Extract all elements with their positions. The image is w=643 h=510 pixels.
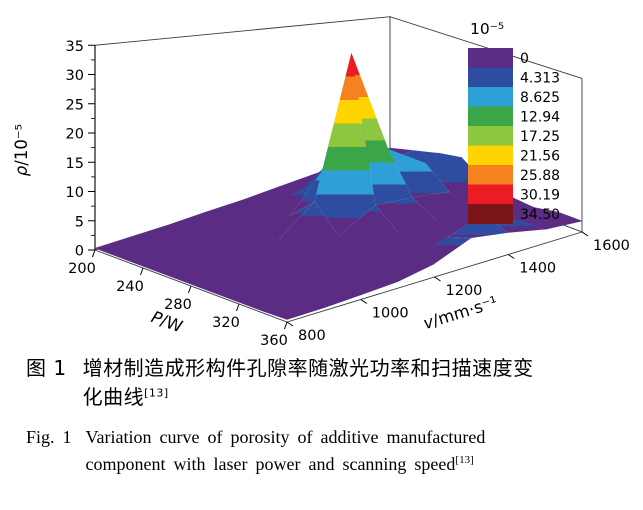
caption-en-line2: component with laser power and scanning … (85, 454, 456, 474)
colorbar-label: 21.56 (520, 148, 560, 164)
colorbar-segment (468, 67, 513, 88)
caption-en-text: Variation curve of porosity of additive … (86, 424, 486, 478)
surface-cell (314, 53, 376, 236)
colorbar-label: 17.25 (520, 129, 560, 145)
x-tick-label: 240 (116, 279, 144, 295)
z-tick-label: 30 (66, 68, 84, 84)
x-tick-label: 280 (164, 297, 192, 313)
surface-cell (253, 201, 315, 242)
colorbar-label: 4.313 (520, 70, 560, 86)
x-tick-label: 200 (68, 261, 96, 277)
z-tick-label: 20 (66, 127, 84, 143)
y-tick-label: 1200 (446, 283, 483, 299)
surface-cell (338, 205, 400, 248)
y-tick-label: 800 (298, 328, 326, 344)
caption-zh-text: 增材制造成形构件孔隙率随激光功率和扫描速度变 化曲线[13] (83, 354, 534, 412)
colorbar-label: 8.625 (520, 90, 560, 106)
x-tick-label: 360 (260, 333, 288, 349)
y-tick-label: 1600 (593, 238, 630, 254)
colorbar-segment (468, 184, 513, 205)
colorbar (468, 48, 513, 224)
y-tick (360, 299, 368, 304)
colorbar-label: 0 (520, 51, 529, 67)
colorbar-segment (468, 145, 513, 166)
colorbar-segment (468, 204, 513, 224)
colorbar-title: 10⁻⁵ (470, 20, 504, 38)
caption-en-number: Fig. 1 (26, 427, 72, 447)
colorbar-label: 34.50 (520, 207, 560, 223)
surface-cell (277, 201, 339, 251)
y-tick (507, 254, 515, 259)
y-tick (434, 276, 441, 282)
z-axis-title: ρ/10⁻⁵ (12, 124, 31, 176)
x-tick-label: 320 (212, 315, 240, 331)
colorbar-label: 30.19 (520, 187, 560, 203)
z-tick-label: 10 (66, 185, 84, 201)
surface-cell (388, 149, 450, 198)
z-tick-label: 15 (66, 156, 84, 172)
caption-en-line1: Variation curve of porosity of additive … (85, 427, 486, 447)
surface-cell (410, 236, 472, 264)
porosity-surface-plot: P/W v/mm·s⁻¹ρ/10⁻⁵05101520253035200240280… (12, 16, 630, 349)
surface-cell (375, 197, 437, 234)
surface (94, 53, 583, 320)
y-tick-label: 1400 (519, 261, 556, 277)
caption-zh-number: 图 1 (26, 356, 67, 380)
caption-zh-ref: [13] (144, 386, 169, 400)
colorbar-segment (468, 126, 513, 146)
surface-cell (351, 53, 413, 206)
colorbar-segment (468, 87, 513, 107)
y-tick-label: 1000 (372, 306, 409, 322)
y-tick (286, 321, 294, 327)
x-tick (140, 267, 144, 276)
x-tick (92, 249, 96, 258)
colorbar-segment (468, 106, 513, 127)
surface-cell (412, 191, 474, 221)
x-tick (236, 303, 240, 312)
caption-english: Fig. 1 Variation curve of porosity of ad… (26, 424, 617, 478)
caption-chinese: 图 1 增材制造成形构件孔隙率随激光功率和扫描速度变 化曲线[13] (26, 354, 617, 412)
caption-en-ref: [13] (455, 454, 474, 466)
z-tick-label: 25 (66, 97, 84, 113)
caption-zh-line2: 化曲线 (82, 385, 145, 409)
figure-captions: 图 1 增材制造成形构件孔隙率随激光功率和扫描速度变 化曲线[13] Fig. … (0, 352, 643, 478)
surface-cell (447, 214, 509, 238)
y-tick (581, 231, 589, 237)
colorbar-segment (468, 48, 513, 68)
x-tick (188, 285, 192, 294)
x-tick (284, 321, 288, 330)
colorbar-label: 25.88 (520, 168, 560, 184)
z-tick-label: 5 (75, 214, 84, 230)
surface-cell (262, 299, 325, 320)
z-tick-label: 35 (66, 39, 84, 55)
z-tick-label: 0 (75, 244, 84, 260)
figure-1: P/W v/mm·s⁻¹ ρ/10⁻⁵ 0 5 10 15 20 25 30 35 200 240 280… (0, 16, 643, 478)
colorbar-segment (468, 165, 513, 185)
colorbar-label: 12.94 (520, 109, 560, 125)
caption-zh-line1: 增材制造成形构件孔隙率随激光功率和扫描速度变 (82, 356, 534, 380)
surface-cell (266, 163, 328, 216)
